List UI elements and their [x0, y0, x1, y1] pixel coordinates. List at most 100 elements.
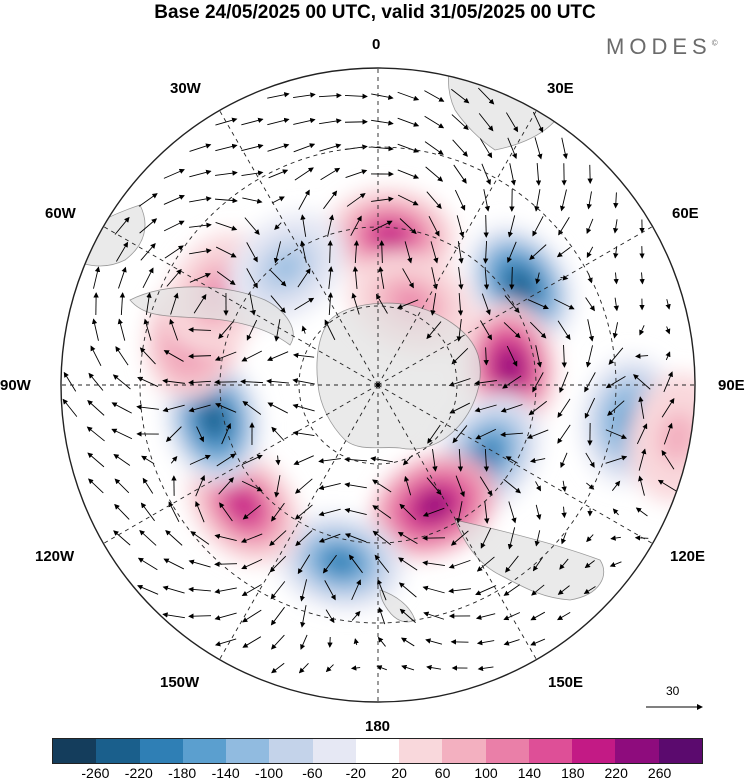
wind-vector: [482, 240, 489, 264]
wind-vector: [241, 584, 262, 596]
wind-vector: [215, 222, 238, 231]
wind-vector: [113, 453, 131, 466]
vector-scale-label: 30: [666, 684, 680, 698]
wind-vector: [661, 397, 675, 418]
wind-vector: [300, 605, 307, 628]
wind-vector: [639, 325, 645, 336]
wind-vector: [90, 345, 102, 367]
wind-vector: [219, 502, 233, 522]
wind-vector: [188, 379, 212, 386]
wind-vector: [611, 480, 621, 491]
wind-vector: [293, 117, 316, 125]
colorbar-swatch: [139, 739, 183, 763]
wind-vector: [218, 321, 234, 340]
anomaly-cell-11-level-4: [272, 254, 301, 281]
lon-label-180: 180: [365, 718, 391, 735]
wind-vector: [475, 585, 497, 596]
wind-vector: [241, 609, 262, 623]
wind-vector: [189, 169, 212, 178]
wind-vector: [455, 475, 465, 498]
anomaly-cell-4-level-4: [475, 439, 502, 469]
wind-vector: [456, 319, 462, 342]
lon-label-120w: 120W: [35, 548, 75, 565]
wind-vector: [634, 535, 649, 541]
colorbar-swatch: [269, 739, 313, 763]
colorbar-tick-label: -100: [254, 765, 284, 781]
wind-vector: [426, 191, 442, 210]
wind-vector: [62, 398, 78, 417]
wind-vector: [344, 119, 368, 125]
wind-vector: [140, 502, 155, 522]
wind-vector: [481, 293, 491, 316]
colorbar-swatch: [226, 739, 270, 763]
anomaly-cell-2-level-4: [498, 350, 522, 383]
wind-vector: [529, 244, 547, 260]
land-masses: [61, 68, 605, 623]
wind-vector: [327, 240, 333, 264]
wind-vector: [531, 584, 545, 596]
wind-vector: [586, 246, 594, 259]
wind-vector: [535, 481, 541, 492]
wind-vector: [426, 477, 442, 496]
colorbar-tick-label: 20: [391, 765, 407, 781]
wind-vector: [535, 345, 542, 368]
wind-vector: [665, 299, 671, 310]
wind-vector: [663, 422, 673, 445]
wind-vector: [661, 449, 675, 470]
graticule: [139, 146, 617, 624]
wind-vector: [425, 638, 443, 645]
wind-vector: [241, 170, 264, 177]
lon-label-90w: 90W: [0, 377, 31, 394]
wind-vector: [188, 613, 212, 619]
wind-vector: [137, 376, 159, 387]
wind-vector: [428, 216, 440, 237]
wind-vector: [532, 111, 544, 133]
wind-vector: [535, 504, 542, 520]
wind-vector: [532, 216, 544, 237]
wind-vector: [267, 351, 289, 362]
wind-vector: [218, 477, 234, 495]
wind-vector: [351, 610, 361, 621]
wind-vector: [585, 297, 595, 312]
wind-vector: [507, 137, 517, 160]
lon-label-30e: 30E: [547, 80, 574, 97]
colorbar-tick-label: -180: [168, 765, 197, 781]
wind-vector: [635, 507, 648, 517]
meridian-line: [377, 384, 653, 544]
wind-vector: [165, 530, 183, 546]
wind-vector: [560, 275, 569, 281]
wind-vector: [448, 559, 471, 569]
colorbar-tick-label: -60: [302, 765, 323, 781]
wind-vector: [188, 404, 211, 413]
wind-vector: [325, 664, 334, 673]
lon-label-60w: 60W: [45, 205, 76, 222]
wind-vector: [483, 189, 490, 212]
wind-vector: [163, 194, 185, 205]
wind-vector: [398, 582, 417, 598]
wind-vector: [271, 426, 285, 441]
wind-vector: [586, 218, 594, 234]
wind-vector: [505, 112, 519, 133]
wind-vector: [503, 612, 521, 621]
colorbar-swatch: [399, 739, 443, 763]
wind-vector: [325, 609, 335, 624]
wind-vector: [138, 193, 158, 207]
wind-vector: [346, 193, 366, 207]
wind-vector: [214, 638, 237, 647]
wind-vector: [214, 561, 238, 567]
map-disc: [61, 68, 695, 702]
wind-vector: [293, 92, 316, 99]
wind-vector: [318, 533, 341, 543]
wind-vector: [299, 579, 308, 602]
wind-vector: [508, 501, 517, 524]
wind-vector: [143, 318, 152, 341]
wind-vector: [377, 578, 387, 601]
wind-vector: [613, 272, 619, 285]
lon-label-60e: 60E: [672, 205, 699, 222]
wind-vector: [397, 169, 420, 179]
wind-vector: [323, 190, 338, 210]
wind-vector: [116, 241, 129, 262]
wind-vector: [215, 402, 237, 413]
wind-vector: [352, 266, 359, 289]
